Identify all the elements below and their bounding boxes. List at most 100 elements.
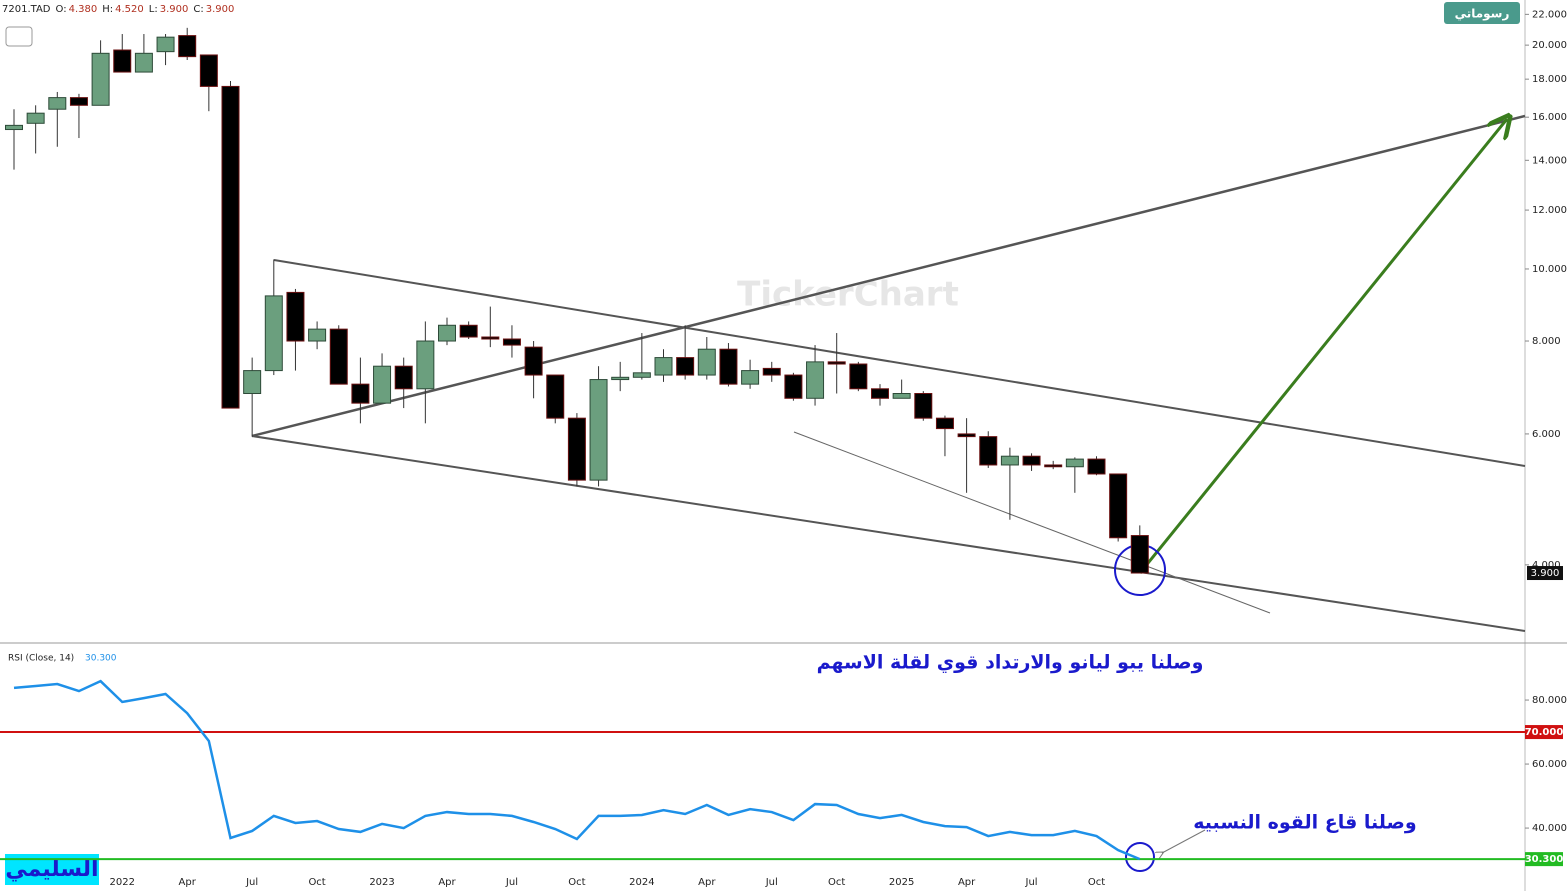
x-tick-label: Oct [308, 877, 325, 888]
candle-body [1065, 458, 1084, 468]
header-text: 3.900 [206, 4, 235, 15]
header-text: 4.380 [69, 4, 98, 15]
candle-body [871, 388, 889, 399]
last-price-tag [1527, 566, 1563, 581]
candle-body [827, 361, 846, 365]
pointer-arrow [1162, 829, 1206, 853]
target-arrow [1138, 119, 1507, 574]
candle-body [589, 379, 608, 481]
y-tick-label: 12.000 [1532, 205, 1567, 216]
toggle-button[interactable] [5, 26, 33, 47]
x-tick-label: Oct [828, 877, 845, 888]
candle-body [373, 365, 392, 404]
x-tick-label: Apr [438, 877, 456, 888]
candle-body [892, 393, 911, 399]
candle-body [567, 417, 586, 481]
candle-body [1087, 458, 1106, 475]
candle-body [26, 112, 45, 124]
candle-body [308, 328, 327, 342]
drawings-button-label[interactable]: رسوماتي [1455, 7, 1510, 22]
candle-body [48, 97, 67, 110]
drawings-button[interactable] [1444, 2, 1520, 24]
candle-body [914, 393, 933, 419]
y-tick-label: 18.000 [1532, 74, 1567, 85]
candle-body [849, 363, 868, 390]
candle-body [546, 374, 565, 419]
candle-body [676, 357, 695, 376]
header-text: O: [56, 4, 67, 15]
candle-body [156, 36, 175, 53]
candle-body [697, 348, 716, 376]
x-tick-label: Apr [958, 877, 976, 888]
candle-body [632, 372, 651, 378]
x-tick-label: 2024 [629, 877, 654, 888]
level-label: 30.300 [1525, 854, 1564, 865]
candle-body [741, 370, 760, 385]
x-tick-label: 2025 [889, 877, 914, 888]
highlight-circle [1125, 842, 1155, 872]
candle-body [416, 340, 435, 390]
candle-body [243, 370, 262, 395]
candle-body [1109, 473, 1128, 539]
header-text: H: [102, 4, 113, 15]
y-tick-label: 80.000 [1532, 695, 1567, 706]
candle-body [91, 52, 110, 106]
trend-line [273, 259, 1526, 467]
y-tick-label: 6.000 [1532, 429, 1561, 440]
trend-line [251, 114, 1526, 438]
y-tick-label: 16.000 [1532, 112, 1567, 123]
candle-body [329, 328, 348, 385]
rsi-line [13, 679, 1141, 861]
header-text: 7201.TAD [2, 4, 51, 15]
trend-line [251, 435, 1526, 632]
candle-body [134, 52, 153, 73]
x-tick-label: Jul [505, 877, 518, 888]
signature: السليمي [5, 857, 98, 882]
candle-body [459, 324, 478, 338]
x-tick-label: 2022 [110, 877, 135, 888]
candle-body [654, 357, 673, 376]
annotation: وصلنا يبو ليانو والارتداد قوي لقلة الاسه… [817, 652, 1204, 675]
y-tick-label: 8.000 [1532, 336, 1561, 347]
candle-body [221, 85, 240, 409]
x-tick-label: Oct [568, 877, 585, 888]
last-price-label: 3.900 [1531, 568, 1560, 579]
x-tick-label: Jul [765, 877, 778, 888]
indicator-value: 30.300 [85, 654, 117, 664]
candle-body [394, 365, 413, 390]
candle-body [762, 367, 781, 376]
trend-line [793, 431, 1271, 614]
candle-body [1130, 535, 1149, 574]
candle-body [438, 324, 456, 342]
x-tick-label: 2023 [369, 877, 394, 888]
candle-body [1022, 455, 1041, 466]
candle-body [199, 54, 218, 87]
header-text: 4.520 [115, 4, 144, 15]
x-tick-label: Jul [1025, 877, 1038, 888]
candle-body [113, 49, 132, 73]
level-label: 70.000 [1525, 727, 1564, 738]
level-tag [1525, 852, 1563, 867]
candle-body [719, 348, 738, 385]
header-text: 3.900 [160, 4, 189, 15]
level-tag [1525, 725, 1563, 740]
watermark: TickerChart [737, 275, 959, 315]
x-tick-label: Jul [245, 877, 258, 888]
y-tick-label: 20.000 [1532, 40, 1567, 51]
x-tick-label: Oct [1088, 877, 1105, 888]
candle-body [1000, 455, 1019, 466]
y-tick-label: 22.000 [1532, 9, 1567, 20]
candle-body [502, 338, 521, 346]
candle-body [1044, 464, 1063, 468]
y-tick-label: 4.000 [1532, 560, 1561, 571]
candle-body [264, 295, 283, 372]
header-text: L: [149, 4, 158, 15]
header-text: C: [193, 4, 203, 15]
indicator-title: RSI (Close, 14) [8, 654, 74, 664]
candle-body [351, 383, 370, 404]
candle-body [806, 361, 825, 399]
candle-body [957, 433, 976, 438]
candle-body [611, 376, 630, 381]
